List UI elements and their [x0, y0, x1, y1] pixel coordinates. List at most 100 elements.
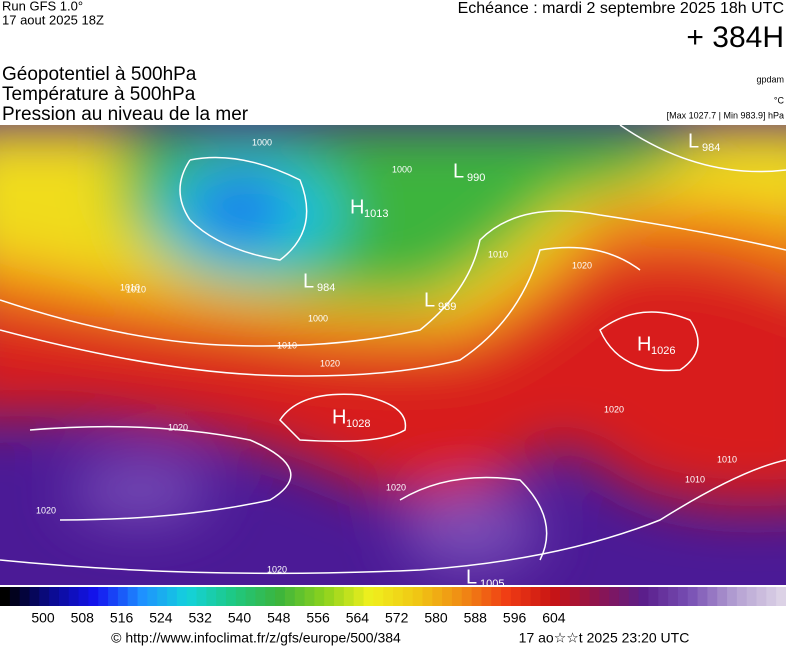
run-date: 17 aout 2025 18Z — [2, 12, 104, 27]
center-value: 1028 — [346, 418, 370, 430]
colorbar-swatch — [373, 587, 384, 606]
colorbar: 500 508 516 524 532 540 548 556 564 572 580 588 596 6… — [0, 587, 786, 626]
colorbar-swatch — [225, 587, 237, 606]
isobar-label: 1020 — [604, 404, 624, 414]
colorbar-label: 580 — [424, 610, 448, 626]
center-type: H — [332, 406, 346, 428]
updated: 17 ao☆☆t 2025 23:20 UTC — [519, 630, 690, 646]
isobar-label: 1000 — [392, 164, 412, 174]
colorbar-swatch — [736, 587, 748, 606]
colorbar-swatch — [658, 587, 669, 606]
colorbar-swatch — [363, 587, 374, 606]
colorbar-swatch — [98, 587, 109, 606]
colorbar-swatch — [334, 587, 345, 606]
colorbar-swatch — [324, 587, 335, 606]
colorbar-label: 516 — [110, 610, 134, 626]
center-value: 984 — [317, 282, 335, 294]
colorbar-swatch — [147, 587, 158, 606]
unit: [Max 1027.7 | Min 983.9] hPa — [667, 110, 784, 120]
unit: °C — [774, 95, 785, 105]
center-value: 1013 — [364, 208, 388, 220]
colorbar-swatch — [560, 587, 571, 606]
colorbar-label: 588 — [464, 610, 488, 626]
title: Géopotentiel à 500hPa — [2, 64, 197, 85]
colorbar-swatch — [520, 587, 532, 606]
colorbar-swatch — [265, 587, 276, 606]
colorbar-swatch — [727, 587, 738, 606]
colorbar-swatch — [0, 587, 11, 606]
center-value: 1005 — [480, 578, 504, 590]
colorbar-label: 564 — [346, 610, 370, 626]
colorbar-swatch — [294, 587, 306, 606]
run: Run GFS 1.0° — [2, 0, 83, 13]
colorbar-swatch — [108, 587, 119, 606]
center-type: L — [303, 270, 314, 292]
colorbar-swatch — [275, 587, 286, 606]
colorbar-swatch — [393, 587, 404, 606]
colorbar-label: 532 — [189, 610, 213, 626]
isobar-label: 1020 — [572, 260, 592, 270]
colorbar-swatch — [235, 587, 247, 606]
isobar-label: 1000 — [308, 313, 328, 323]
colorbar-swatch — [540, 587, 551, 606]
colorbar-label: 556 — [306, 610, 330, 626]
lead-time: + 384H — [686, 21, 784, 54]
colorbar-swatch — [481, 587, 492, 606]
isobar-label: 1000 — [252, 137, 272, 147]
colorbar-swatch — [39, 587, 50, 606]
colorbar-swatch — [176, 587, 188, 606]
colorbar-swatch — [461, 587, 473, 606]
colorbar-swatch — [550, 587, 561, 606]
colorbar-label: 548 — [267, 610, 291, 626]
colorbar-swatch — [510, 587, 522, 606]
colorbar-label: 604 — [542, 610, 566, 626]
colorbar-swatch — [117, 587, 129, 606]
colorbar-swatch — [255, 587, 266, 606]
colorbar-swatch — [628, 587, 640, 606]
isobar-label: 1010 — [120, 282, 140, 292]
colorbar-swatch — [569, 587, 581, 606]
source: © http://www.infoclimat.fr/z/gfs/europe/… — [111, 630, 401, 646]
title: Température à 500hPa — [2, 84, 196, 105]
isobar-label: 1010 — [717, 454, 737, 464]
colorbar-swatch — [668, 587, 679, 606]
colorbar-swatch — [245, 587, 256, 606]
colorbar-swatch — [442, 587, 453, 606]
center-type: L — [453, 160, 464, 182]
isobar-label: 1020 — [36, 505, 56, 515]
colorbar-swatch — [599, 587, 610, 606]
colorbar-swatch — [49, 587, 60, 606]
colorbar-swatch — [707, 587, 718, 606]
colorbar-swatch — [589, 587, 600, 606]
isobar-label: 1010 — [685, 474, 705, 484]
colorbar-swatch — [717, 587, 728, 606]
center-value: 989 — [438, 301, 456, 313]
colorbar-swatch — [609, 587, 620, 606]
colorbar-swatch — [68, 587, 80, 606]
colorbar-swatch — [638, 587, 649, 606]
colorbar-label: 596 — [503, 610, 527, 626]
isobar-label: 1010 — [277, 340, 297, 350]
echeance: Echéance : mardi 2 septembre 2025 18h UT… — [458, 0, 784, 17]
unit: gpdam — [756, 74, 784, 84]
center-type: H — [637, 333, 651, 355]
isobar-label: 1020 — [320, 358, 340, 368]
title: Pression au niveau de la mer — [2, 104, 249, 125]
center-value: 990 — [467, 172, 485, 184]
isobar-label: 1020 — [386, 482, 406, 492]
colorbar-swatch — [422, 587, 433, 606]
colorbar-swatch — [58, 587, 70, 606]
center-type: H — [350, 196, 364, 218]
colorbar-swatch — [196, 587, 207, 606]
center-value: 1026 — [651, 345, 675, 357]
colorbar-swatch — [304, 587, 315, 606]
colorbar-swatch — [756, 587, 767, 606]
colorbar-swatch — [314, 587, 325, 606]
isobar-label: 1020 — [267, 564, 287, 574]
colorbar-swatch — [412, 587, 423, 606]
colorbar-swatch — [29, 587, 40, 606]
isobar-label: 1010 — [126, 284, 146, 294]
colorbar-swatch — [530, 587, 541, 606]
